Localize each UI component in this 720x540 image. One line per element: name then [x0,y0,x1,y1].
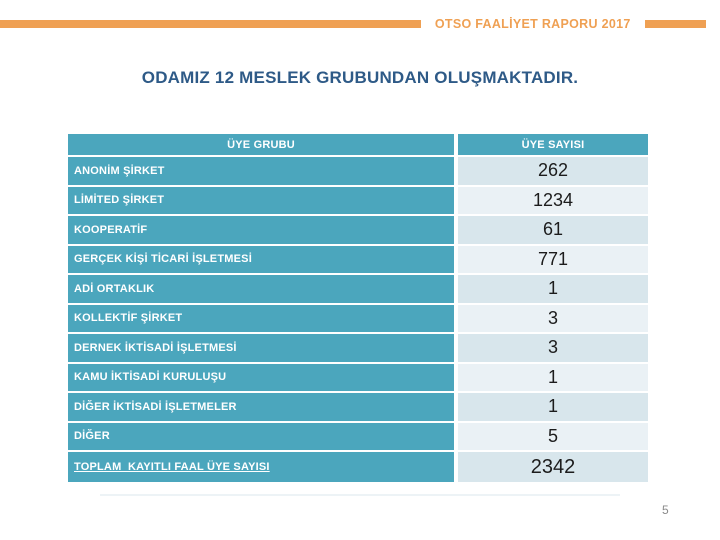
table-row: KOOPERATİF 61 [68,216,648,244]
member-table: ÜYE GRUBU ÜYE SAYISI ANONİM ŞİRKET 262 L… [68,134,648,484]
count-cell: 1 [458,393,648,421]
table-row: KAMU İKTİSADİ KURULUŞU 1 [68,363,648,391]
count-cell: 1234 [458,186,648,214]
table-row: GERÇEK KİŞİ TİCARİ İŞLETMESİ 771 [68,245,648,273]
table-row: DERNEK İKTİSADİ İŞLETMESİ 3 [68,334,648,362]
table-body: ANONİM ŞİRKET 262 LİMİTED ŞİRKET 1234 KO… [68,157,648,482]
count-cell: 2342 [458,452,648,482]
group-cell: KOOPERATİF [68,216,454,244]
group-cell: DİĞER İKTİSADİ İŞLETMELER [68,393,454,421]
group-cell: ANONİM ŞİRKET [68,157,454,185]
group-cell: DİĞER [68,422,454,450]
column-header-uye-grubu: ÜYE GRUBU [68,134,454,155]
count-cell: 5 [458,422,648,450]
group-cell: GERÇEK KİŞİ TİCARİ İŞLETMESİ [68,245,454,273]
table-header-row: ÜYE GRUBU ÜYE SAYISI [68,134,648,155]
group-cell: DERNEK İKTİSADİ İŞLETMESİ [68,334,454,362]
header-strip: OTSO FAALİYET RAPORU 2017 [0,14,720,34]
group-cell: ADİ ORTAKLIK [68,275,454,303]
group-cell: LİMİTED ŞİRKET [68,186,454,214]
page-number: 5 [662,503,669,517]
count-cell: 262 [458,157,648,185]
column-header-uye-sayisi: ÜYE SAYISI [458,134,648,155]
count-cell: 1 [458,363,648,391]
table-row: ANONİM ŞİRKET 262 [68,157,648,185]
count-cell: 771 [458,245,648,273]
group-cell: KOLLEKTİF ŞİRKET [68,304,454,332]
count-cell: 61 [458,216,648,244]
page-title: ODAMIZ 12 MESLEK GRUBUNDAN OLUŞMAKTADIR. [141,68,579,87]
table-row: TOPLAM KAYITLI FAAL ÜYE SAYISI 2342 [68,452,648,482]
table-row: DİĞER İKTİSADİ İŞLETMELER 1 [68,393,648,421]
table-row: KOLLEKTİF ŞİRKET 3 [68,304,648,332]
group-cell: KAMU İKTİSADİ KURULUŞU [68,363,454,391]
table-shadow [100,494,620,496]
group-cell: TOPLAM KAYITLI FAAL ÜYE SAYISI [68,452,454,482]
table-row: LİMİTED ŞİRKET 1234 [68,186,648,214]
count-cell: 3 [458,334,648,362]
table-row: DİĞER 5 [68,422,648,450]
header-rule-right [644,20,706,28]
header-rule-left [0,20,421,28]
table-row: ADİ ORTAKLIK 1 [68,275,648,303]
report-title: OTSO FAALİYET RAPORU 2017 [434,17,631,31]
count-cell: 1 [458,275,648,303]
count-cell: 3 [458,304,648,332]
